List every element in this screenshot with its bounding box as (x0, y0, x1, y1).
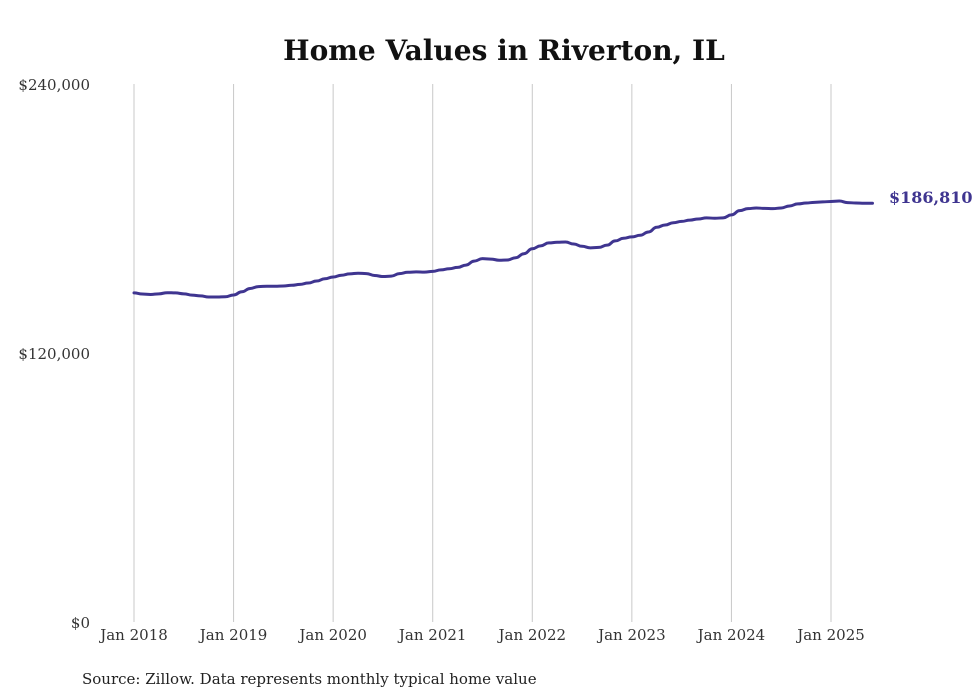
end-value-label: $186,810 (889, 188, 973, 207)
x-tick-label: Jan 2025 (795, 626, 865, 644)
x-tick-label: Jan 2022 (497, 626, 567, 644)
series-line-home-value (132, 199, 874, 299)
grid-lines (133, 84, 832, 622)
source-note: Source: Zillow. Data represents monthly … (82, 670, 537, 688)
x-tick-label: Jan 2019 (198, 626, 268, 644)
x-tick-label: Jan 2020 (297, 626, 367, 644)
y-tick-label: $120,000 (18, 345, 90, 363)
x-tick-label: Jan 2018 (98, 626, 168, 644)
x-tick-label: Jan 2024 (696, 626, 766, 644)
y-tick-label: $240,000 (18, 76, 90, 94)
y-tick-label: $0 (71, 614, 90, 632)
chart-title: Home Values in Riverton, IL (283, 34, 725, 67)
x-axis-tick-labels: Jan 2018 Jan 2019 Jan 2020 Jan 2021 Jan 2022… (98, 626, 865, 644)
y-axis-tick-labels: $0 $120,000 $240,000 (18, 76, 90, 632)
x-tick-label: Jan 2021 (397, 626, 467, 644)
x-tick-label: Jan 2023 (596, 626, 666, 644)
